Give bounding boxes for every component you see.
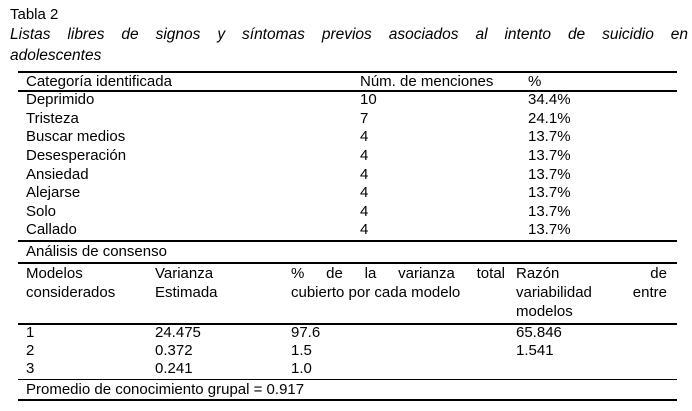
- cell-percent: 13.7%: [528, 221, 571, 239]
- cell-mentions: 4: [360, 146, 369, 164]
- table-row: 3 0.241 1.0: [18, 360, 677, 378]
- cell-category: Desesperación: [26, 146, 127, 164]
- table-row: Ansiedad 4 13.7%: [18, 166, 677, 185]
- column-header-variability-ratio: Razón de variabilidad entre modelos: [516, 264, 677, 321]
- table-label: Tabla 2: [10, 6, 59, 23]
- cell-mentions: 4: [360, 221, 369, 239]
- table-row: Deprimido 10 34.4%: [18, 91, 677, 110]
- category-table-header-row: Categoría identificada Núm. de menciones…: [18, 73, 677, 91]
- header-line: % de la varianza total: [291, 265, 505, 282]
- table-row: 1 24.475 97.6 65.846: [18, 324, 677, 342]
- column-header-mentions: Núm. de menciones: [360, 72, 494, 90]
- cell-category: Callado: [26, 221, 77, 239]
- column-header-variance: Varianza Estimada: [155, 264, 291, 321]
- cell-mentions: 4: [360, 128, 369, 146]
- table-row: Tristeza 7 24.1%: [18, 110, 677, 129]
- column-header-category: Categoría identificada: [26, 72, 172, 90]
- rule-below-section: [18, 262, 677, 264]
- cell-category: Tristeza: [26, 109, 79, 127]
- table-row: Buscar medios 4 13.7%: [18, 128, 677, 147]
- consensus-table-header-row: Modelos considerados Varianza Estimada %…: [18, 264, 677, 321]
- table-row: Callado 4 13.7%: [18, 221, 677, 240]
- header-line: Modelos: [26, 265, 83, 282]
- rule-top: [18, 71, 677, 73]
- cell-model: 1: [26, 324, 35, 341]
- cell-variance: 0.241: [155, 360, 193, 378]
- cell-model: 3: [26, 360, 35, 378]
- cell-mentions: 4: [360, 165, 369, 183]
- header-line: cubierto por cada modelo: [291, 284, 461, 301]
- consensus-table-body: 1 24.475 97.6 65.846 2 0.372 1.5 1.541 3…: [18, 324, 677, 379]
- column-header-variance-covered: % de la varianza total cubierto por cada…: [291, 264, 516, 321]
- header-line: Razón de: [516, 265, 667, 282]
- cell-mentions: 7: [360, 109, 369, 127]
- header-line: Estimada: [155, 284, 218, 301]
- cell-ratio: 1.541: [516, 342, 554, 360]
- cell-model: 2: [26, 342, 35, 360]
- cell-percent-covered: 1.5: [291, 342, 312, 360]
- cell-percent: 13.7%: [528, 165, 571, 183]
- rule-below-header2: [18, 323, 677, 325]
- cell-category: Deprimido: [26, 91, 95, 108]
- cell-percent: 24.1%: [528, 109, 571, 127]
- cell-category: Solo: [26, 202, 57, 220]
- cell-percent: 13.7%: [528, 184, 571, 202]
- rule-below-header1: [18, 90, 677, 92]
- section-header: Análisis de consenso: [26, 243, 167, 260]
- cell-mentions: 10: [360, 91, 377, 108]
- column-header-models: Modelos considerados: [26, 264, 155, 321]
- cell-variance: 24.475: [155, 324, 201, 341]
- table-title-line-1: Listas libres de signos y síntomas previ…: [10, 26, 688, 43]
- category-table-body: Deprimido 10 34.4% Tristeza 7 24.1% Busc…: [18, 91, 677, 240]
- table-title: Listas libres de signos y síntomas previ…: [10, 24, 688, 66]
- table-row: Desesperación 4 13.7%: [18, 147, 677, 166]
- cell-ratio: 65.846: [516, 324, 562, 341]
- table-row: 2 0.372 1.5 1.541: [18, 342, 677, 360]
- header-line: variabilidad entre: [516, 284, 667, 301]
- table-row: Alejarse 4 13.7%: [18, 184, 677, 203]
- cell-percent: 13.7%: [528, 202, 571, 220]
- rule-above-section: [18, 240, 677, 242]
- footer-note: Promedio de conocimiento grupal = 0.917: [26, 381, 305, 398]
- cell-percent-covered: 1.0: [291, 360, 312, 378]
- column-header-percent: %: [528, 72, 542, 90]
- table-title-line-2: adolescentes: [10, 47, 102, 64]
- cell-variance: 0.372: [155, 342, 193, 360]
- cell-mentions: 4: [360, 184, 369, 202]
- rule-bottom: [18, 399, 677, 401]
- cell-mentions: 4: [360, 202, 369, 220]
- cell-ratio: [516, 360, 677, 378]
- table-row: Solo 4 13.7%: [18, 203, 677, 222]
- header-line: modelos: [516, 303, 573, 320]
- rule-above-footer: [18, 378, 677, 380]
- cell-percent: 34.4%: [528, 91, 571, 108]
- header-line: Varianza: [155, 265, 214, 282]
- cell-category: Ansiedad: [26, 165, 89, 183]
- cell-category: Buscar medios: [26, 128, 126, 146]
- cell-percent: 13.7%: [528, 128, 571, 146]
- cell-category: Alejarse: [26, 184, 81, 202]
- cell-percent-covered: 97.6: [291, 324, 321, 341]
- header-line: considerados: [26, 284, 116, 301]
- cell-percent: 13.7%: [528, 146, 571, 164]
